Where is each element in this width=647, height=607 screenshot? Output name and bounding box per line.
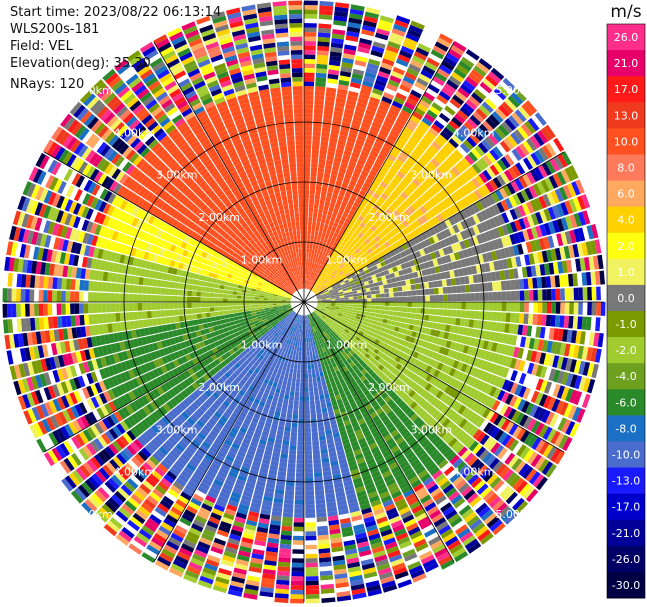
nrays-text: NRays: 120 [10,77,85,92]
colorbar-tick-label: 2.0 [617,240,635,253]
colorbar-swatch [607,24,645,51]
colorbar-tick-label: 21.0 [614,57,639,70]
colorbar-swatch [607,415,645,442]
colorbar-swatch [607,232,645,260]
colorbar-swatch [607,337,645,364]
colorbar-tick-label: 17.0 [614,83,639,96]
instrument-text: WLS200s-181 [10,22,100,37]
colorbar-tick-label: 13.0 [614,109,639,122]
elevation-text: Elevation(deg): 35.30 [10,56,151,71]
range-ring-label: 2.00km [368,381,410,394]
range-ring-label: 3.00km [156,423,198,436]
field-text: Field: VEL [10,39,73,54]
colorbar-swatch [607,102,645,129]
colorbar-tick-label: -2.0 [615,344,636,357]
colorbar-swatch [607,180,645,208]
range-ring-label: 2.00km [368,211,410,224]
colorbar-swatch [607,571,645,599]
colorbar-tick-label: -6.0 [615,396,636,409]
colorbar-swatch [607,76,645,103]
colorbar-tick-label: 6.0 [617,188,635,201]
colorbar-swatch [607,258,645,286]
range-ring-label: 1.00km [241,254,283,267]
range-ring-label: 3.00km [410,169,452,182]
colorbar-swatch [607,50,645,77]
colorbar-swatch [607,545,645,573]
colorbar-tick-label: -21.0 [612,527,640,540]
ppi-gates [2,0,606,604]
range-ring-label: 4.00km [114,126,156,139]
colorbar-unit: m/s [610,2,641,22]
range-ring-label: 5.00km [71,84,113,97]
colorbar-tick-label: -4.0 [615,370,636,383]
colorbar-swatch [607,154,645,182]
range-ring-label: 3.00km [410,423,452,436]
colorbar-tick-label: 8.0 [617,162,635,175]
range-ring-label: 4.00km [114,466,156,479]
range-ring-label: 5.00km [495,84,537,97]
colorbar-swatch [607,311,645,338]
start-time-text: Start time: 2023/08/22 06:13:14 [10,5,222,20]
range-ring-label: 5.00km [495,508,537,521]
colorbar-swatch [607,519,645,547]
range-ring-label: 1.00km [326,338,368,351]
spoke-line [153,41,455,563]
range-ring-label: 1.00km [326,254,368,267]
colorbar-tick-label: 0.0 [617,292,635,305]
range-ring-label: 2.00km [198,211,240,224]
colorbar-tick-label: -26.0 [612,553,640,566]
colorbar-tick-label: -13.0 [612,475,640,488]
colorbar-tick-label: 26.0 [614,31,639,44]
colorbar-swatch [607,467,645,495]
info-panel: Start time: 2023/08/22 06:13:14 WLS200s-… [10,4,221,93]
range-ring-label: 2.00km [198,381,240,394]
colorbar-tick-label: -30.0 [612,579,640,592]
range-ring-label: 1.00km [241,338,283,351]
colorbar-swatch [607,363,645,390]
range-ring-label: 5.00km [71,508,113,521]
colorbar-tick-label: -10.0 [612,449,640,462]
colorbar-tick-label: -1.0 [615,318,636,331]
colorbar-tick-label: -8.0 [615,422,636,435]
range-ring-label: 3.00km [156,169,198,182]
colorbar-swatch [607,128,645,155]
colorbar-swatch [607,389,645,416]
range-ring-label: 4.00km [453,126,495,139]
colorbar-swatch [607,493,645,521]
colorbar-tick-label: -17.0 [612,501,640,514]
colorbar-swatch [607,441,645,469]
colorbar-tick-label: 1.0 [617,266,635,279]
colorbar-swatch [607,284,645,312]
colorbar-tick-label: 4.0 [617,214,635,227]
colorbar-swatch [607,206,645,234]
colorbar-tick-label: 10.0 [614,135,639,148]
colorbar-frame [606,23,646,599]
range-ring-label: 4.00km [453,466,495,479]
